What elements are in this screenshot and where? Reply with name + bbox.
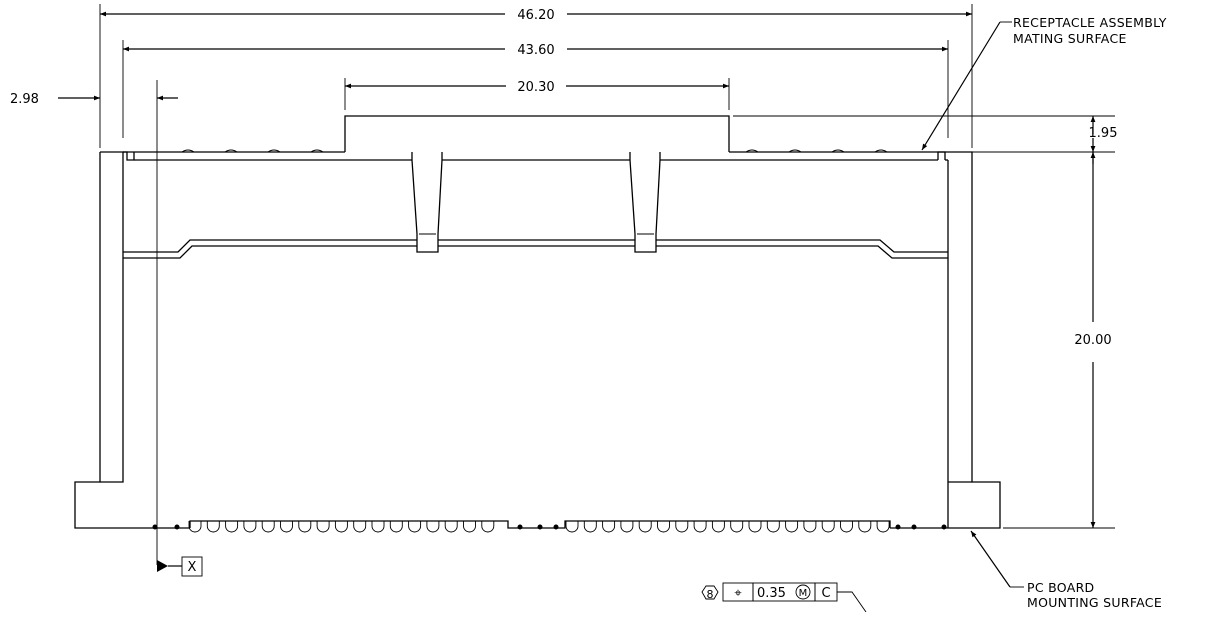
contact-pin [225,521,239,533]
contact-pin [620,521,634,533]
contact-pin [426,521,440,533]
tolerance-datum: C [821,586,830,601]
plug-width-label: 20.30 [517,80,554,95]
mmc-modifier-icon: M [799,588,808,599]
contact-pin [565,521,579,533]
contact-dot [941,524,947,530]
contact-pin [803,521,817,533]
plug-height-label: 1.95 [1089,126,1118,141]
pcb-note-line1: PC BOARD [1027,580,1094,595]
overall-width-label: 46.20 [517,8,554,23]
contact-dot [152,524,158,530]
contact-pin [675,521,689,533]
contact-pin [748,521,762,533]
dim-height: 20.00 [1003,152,1115,529]
contact-pin [840,521,853,533]
dim-plug-width: 20.30 [344,78,730,110]
contact-pin [785,521,799,533]
contact-dot [895,524,901,530]
contact-pin [766,521,780,533]
contact-dot [911,524,917,530]
contact-pin [583,521,597,533]
pcb-note: PC BOARD MOUNTING SURFACE [970,530,1162,610]
contact-pin [821,521,835,533]
contact-pin [243,521,257,533]
tolerance-value: 0.35 [757,586,786,601]
contact-pin [657,521,670,533]
dim-inner-width: 43.60 [122,40,949,138]
contact-dot [517,524,523,530]
note-number-badge: 8 [707,588,714,601]
contact-pin [693,521,707,533]
contact-pin [481,521,495,533]
receptacle-note-line1: RECEPTACLE ASSEMBLY [1013,15,1167,30]
datum-x: X [157,556,203,577]
inner-width-label: 43.60 [517,43,554,58]
contact-pin [206,521,220,533]
contact-dot [174,524,180,530]
position-tolerance-icon: ⌖ [734,586,742,601]
contact-pin [389,521,403,533]
contact-pin [371,521,385,533]
contact-pin [463,521,476,533]
left-offset-label: 2.98 [10,92,39,107]
contact-pin [334,521,348,533]
contact-pin [876,521,890,533]
contact-dot [537,524,543,530]
connector-body-outline [74,115,1001,529]
contact-pin [730,521,744,533]
receptacle-note: RECEPTACLE ASSEMBLY MATING SURFACE [921,15,1167,151]
receptacle-note-line2: MATING SURFACE [1013,31,1127,46]
contact-pin [353,521,367,533]
dim-left-offset: 2.98 [10,80,178,565]
tolerance-frame: 8 ⌖ 0.35 M C [701,582,867,613]
dim-overall-width: 46.20 [99,4,973,148]
datum-x-label: X [188,560,197,575]
contact-row [152,521,947,533]
contact-pin [602,521,616,533]
contact-pin [261,521,275,533]
dim-plug-height: 1.95 [733,115,1118,164]
height-label: 20.00 [1074,333,1111,348]
contact-pin [280,521,293,533]
contact-dot [553,524,559,530]
contact-pin [711,521,725,533]
contact-pin [316,521,330,533]
contact-pin [638,521,652,533]
contact-pin [188,521,202,533]
contact-pin [298,521,312,533]
contact-pin [444,521,458,533]
contact-pin [858,521,872,533]
contact-pin [408,521,422,533]
pcb-note-line2: MOUNTING SURFACE [1027,595,1162,610]
